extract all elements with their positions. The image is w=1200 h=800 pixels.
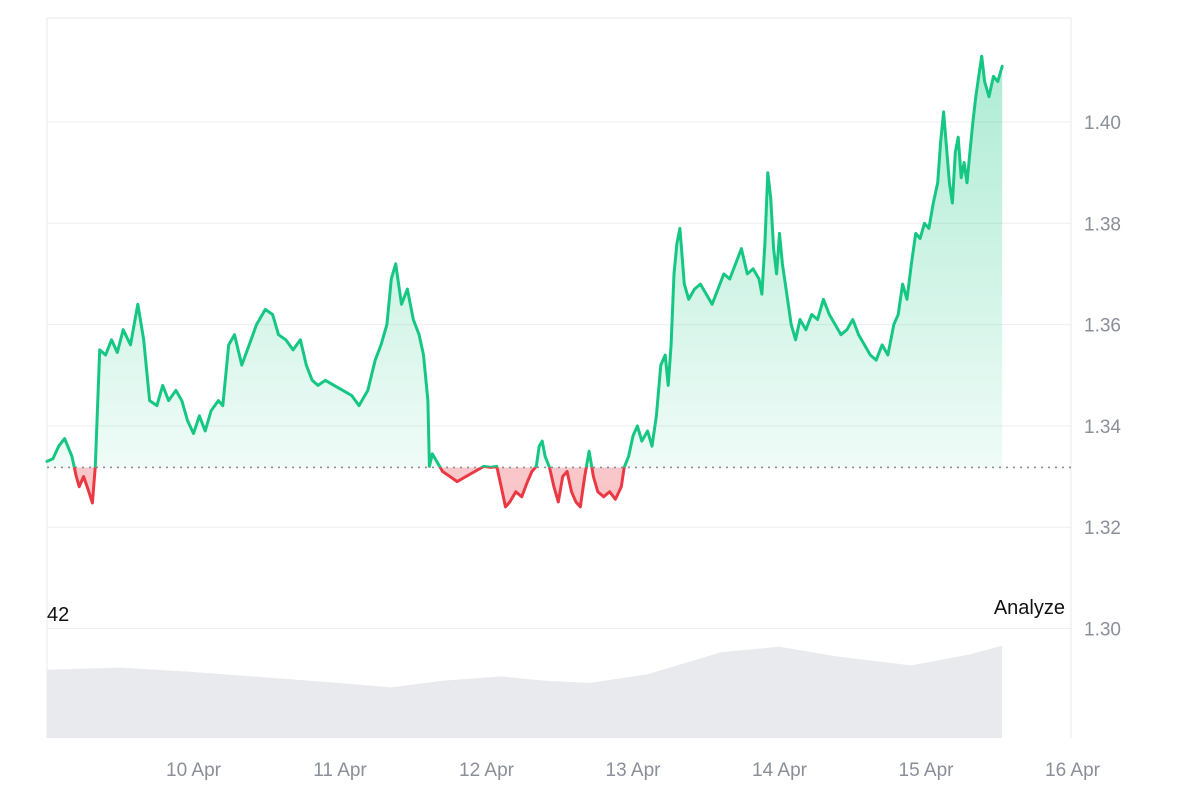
y-tick-label: 1.40 — [1084, 113, 1121, 134]
volume-area-shape — [47, 645, 1003, 738]
price-area-fill — [47, 56, 1003, 507]
area-below-baseline — [74, 467, 625, 507]
x-axis-ticks: 10 Apr 11 Apr 12 Apr 13 Apr 14 Apr 15 Apr 16 A… — [166, 760, 1101, 781]
y-tick-label: 1.32 — [1084, 518, 1121, 539]
analyze-button[interactable]: Analyze — [994, 597, 1065, 619]
x-tick-label: 15 Apr — [899, 760, 955, 781]
y-tick-label: 1.30 — [1084, 620, 1121, 641]
volume-scale-label: 42 — [47, 604, 69, 626]
area-above-baseline — [47, 56, 1003, 468]
y-axis-ticks: 1.30 1.32 1.34 1.36 1.38 1.40 — [1084, 113, 1121, 641]
x-tick-label: 14 Apr — [752, 760, 808, 781]
price-line — [45, 54, 1004, 509]
x-tick-label: 12 Apr — [459, 760, 515, 781]
y-tick-label: 1.38 — [1084, 214, 1121, 235]
x-tick-label: 10 Apr — [166, 760, 222, 781]
volume-area — [47, 645, 1003, 738]
y-tick-label: 1.36 — [1084, 316, 1121, 337]
x-tick-label: 11 Apr — [313, 760, 367, 781]
y-tick-label: 1.34 — [1084, 417, 1121, 438]
price-line-above — [45, 54, 1004, 468]
x-tick-label: 13 Apr — [606, 760, 662, 781]
x-tick-label: 16 Apr — [1045, 760, 1101, 781]
